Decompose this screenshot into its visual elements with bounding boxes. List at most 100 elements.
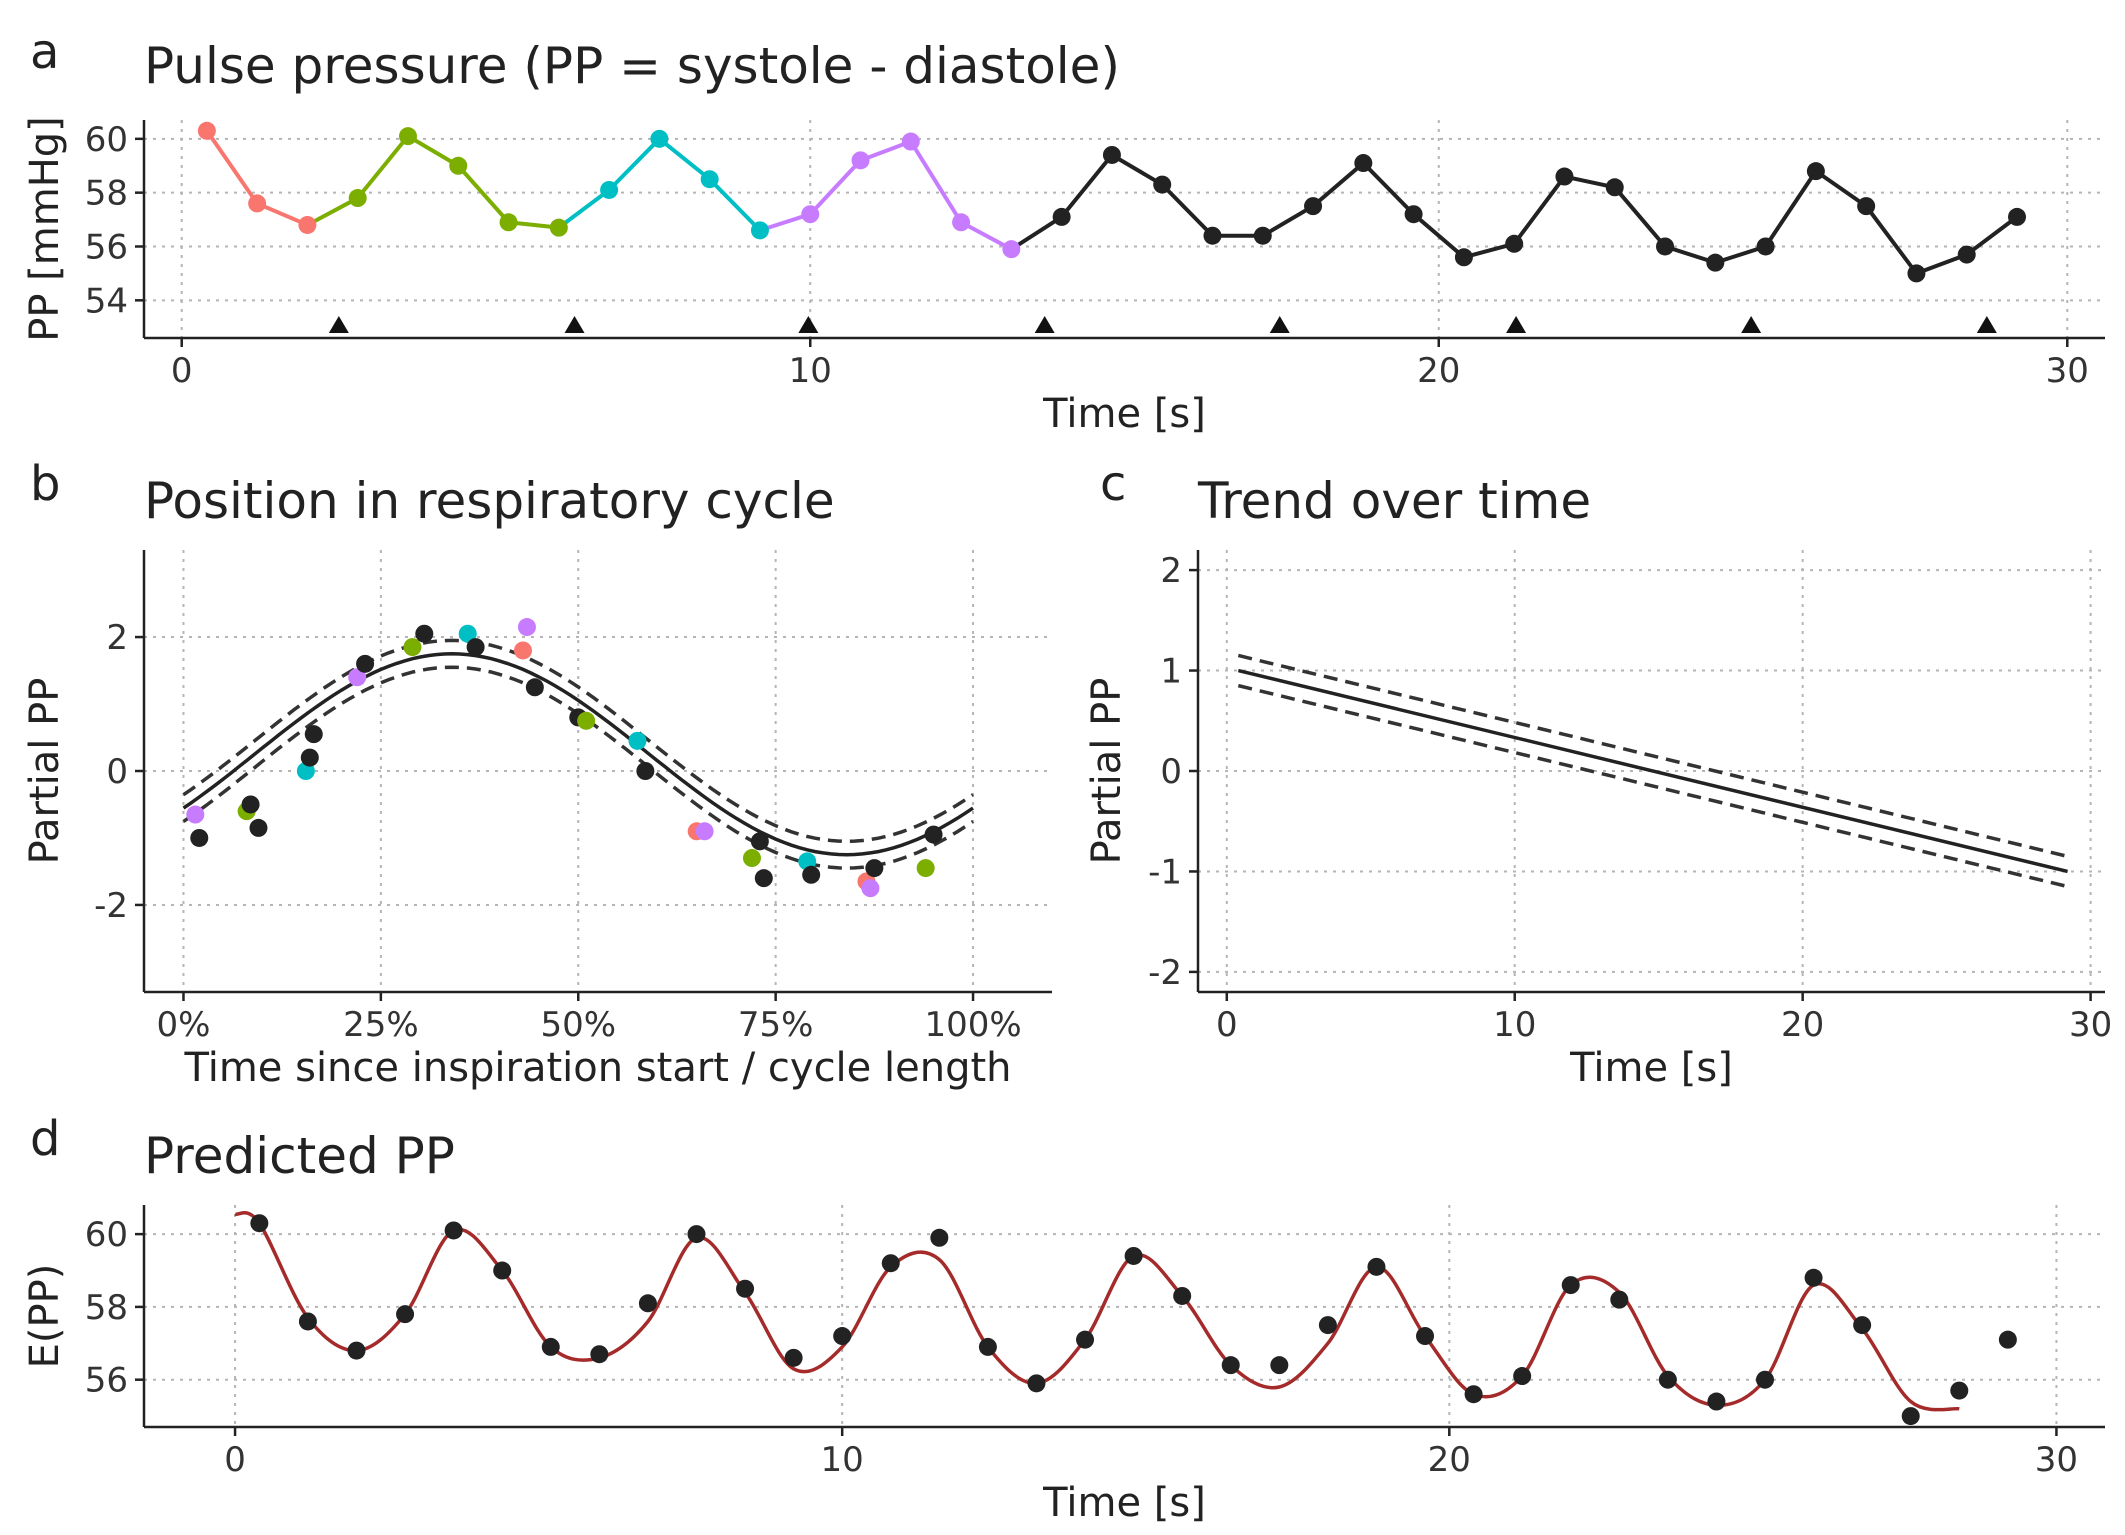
data-point [750,221,769,240]
series-segment [556,187,612,230]
data-point [1221,1356,1240,1375]
data-point [1076,1330,1095,1349]
data-point [1027,1374,1046,1393]
x-tick-label: 0 [171,351,193,391]
data-point [298,1312,317,1331]
series-segment [255,201,310,227]
series-segment [1109,152,1165,187]
data-point [901,132,920,151]
x-tick-label: 75% [738,1005,814,1045]
data-point [1304,197,1323,216]
data-point [1464,1385,1483,1404]
trend-line [1237,668,2068,874]
fit-line [182,652,974,857]
data-point [466,638,485,657]
x-tick-label: 30 [2069,1005,2112,1045]
x-tick-label: 10 [821,1440,864,1480]
data-point [695,822,714,841]
y-tick-label: 54 [85,281,128,321]
data-point [493,1261,512,1280]
data-point [348,189,367,208]
data-point [1656,237,1675,256]
data-point [1354,154,1373,173]
data-point [1707,1392,1726,1411]
x-axis-label: Time since inspiration start / cycle len… [184,1045,1012,1091]
series-segment [1009,214,1064,252]
data-point [1404,205,1423,224]
data-point [1173,1286,1192,1305]
series-segment [405,134,461,168]
prediction-curve [234,1210,1960,1412]
series-segment [908,139,964,225]
series-segment [959,220,1014,252]
y-tick-label: 1 [1160,652,1182,692]
data-point [1102,145,1121,164]
y-tick-label: 2 [1160,551,1182,591]
series-segment [657,136,712,182]
data-point [348,668,367,687]
series-segment [1763,169,1818,249]
series-segment [707,177,762,233]
series-segment [355,134,410,201]
panel-tag: a [30,24,59,80]
data-point [549,218,568,237]
data-point [197,121,216,140]
data-point [1857,197,1876,216]
data-point [250,1214,269,1233]
x-tick-label: 50% [540,1005,616,1045]
data-point [444,1221,463,1240]
data-point [2008,207,2027,226]
fit-upper-ci [182,638,974,844]
data-point [1706,253,1725,272]
data-point [356,654,375,673]
panel-title: Trend over time [1197,472,1591,530]
data-point [403,638,422,657]
data-point [750,832,769,851]
y-axis-label: Partial PP [1084,678,1130,865]
series-segment [1411,212,1466,260]
x-axis-label: Time [s] [1569,1045,1733,1091]
series-segment [1813,169,1869,209]
data-point [636,762,655,780]
data-point [1505,234,1524,253]
data-point [1367,1257,1386,1276]
data-point [700,170,719,189]
series-segment [607,136,662,192]
data-point [1561,1276,1580,1295]
data-point [1804,1268,1823,1287]
data-point [304,725,323,744]
inspiration-marker-triangle [1741,316,1762,333]
data-point [249,818,268,837]
data-point [186,805,205,824]
data-point [1153,175,1172,194]
y-tick-label: 0 [106,752,128,792]
x-tick-label: 30 [2046,351,2089,391]
data-point [449,156,468,175]
y-tick-label: -2 [94,886,128,926]
panel-c: 0 10 20 30 -2 -1 0 1 2 Time [s] Partial PP Trend ov… [1084,456,2112,1091]
series-segment [1059,152,1114,219]
data-point [1658,1370,1677,1389]
x-tick-label: 20 [1428,1440,1471,1480]
data-point [742,849,761,868]
y-tick-label: 58 [85,1288,128,1328]
series-segment [1612,185,1668,249]
data-point [517,618,536,637]
panel-tag: d [30,1111,60,1167]
x-axis-label: Time [s] [1042,1480,1206,1526]
panel-a: 0 10 20 30 54 56 58 60 Time [s] PP [mmHg] Pulse pr… [22,24,2105,437]
data-point [1853,1316,1872,1335]
data-point [930,1228,949,1247]
y-tick-label: 56 [85,227,128,267]
data-point [1270,1356,1289,1375]
data-point [687,1225,706,1244]
series-segment [1864,204,1919,276]
data-point [1901,1407,1920,1426]
inspiration-marker-triangle [564,316,585,333]
y-tick-label: 58 [85,174,128,214]
data-point [1454,248,1473,267]
x-tick-label: 0 [1216,1005,1238,1045]
y-axis-label: PP [mmHg] [22,116,68,342]
data-point [916,859,935,878]
